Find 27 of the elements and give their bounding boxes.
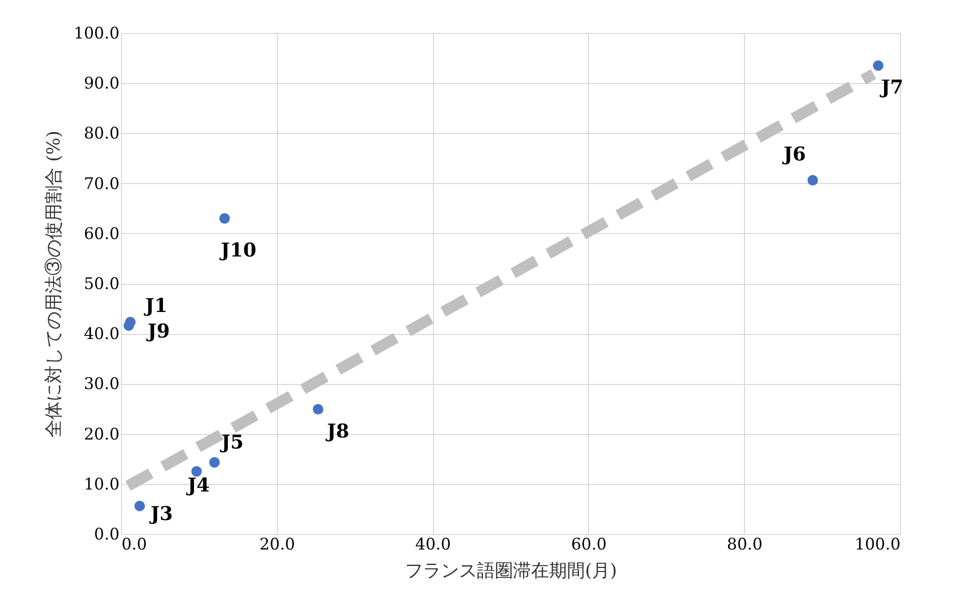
y-tick-label: 60.0 — [84, 224, 120, 243]
annotation: J9 — [146, 320, 170, 343]
annotation: J6 — [782, 143, 806, 166]
annotation: J5 — [219, 431, 244, 454]
x-tick-label: 0.0 — [122, 534, 147, 554]
y-tick-label: 80.0 — [84, 124, 120, 143]
y-tick-label: 70.0 — [84, 174, 120, 193]
annotation: J4 — [185, 474, 210, 496]
y-tick-label: 50.0 — [84, 274, 120, 293]
x-tick-label: 20.0 — [259, 534, 296, 554]
annotation: J7 — [879, 76, 904, 99]
x-tick-label: 40.0 — [415, 534, 451, 554]
annotation: J8 — [324, 420, 350, 442]
annotation: J10 — [218, 239, 256, 262]
y-tick-label: 100.0 — [74, 24, 120, 42]
x-tick-label: 80.0 — [726, 534, 763, 554]
y-axis-title: 全体に対しての用法③の使用割合 (%) — [44, 130, 65, 438]
x-tick-label: 100.0 — [854, 534, 900, 554]
x-axis-title: フランス語圏滞在期間(月) — [404, 560, 618, 582]
y-tick-label: 30.0 — [84, 374, 120, 394]
annotation: J1 — [143, 295, 168, 318]
y-tick-label: 40.0 — [84, 324, 120, 344]
y-tick-label: 10.0 — [84, 474, 120, 494]
y-tick-label: 90.0 — [84, 74, 120, 93]
annotation: J3 — [148, 502, 173, 525]
x-tick-label: 60.0 — [571, 534, 607, 554]
y-tick-label: 20.0 — [84, 424, 120, 444]
